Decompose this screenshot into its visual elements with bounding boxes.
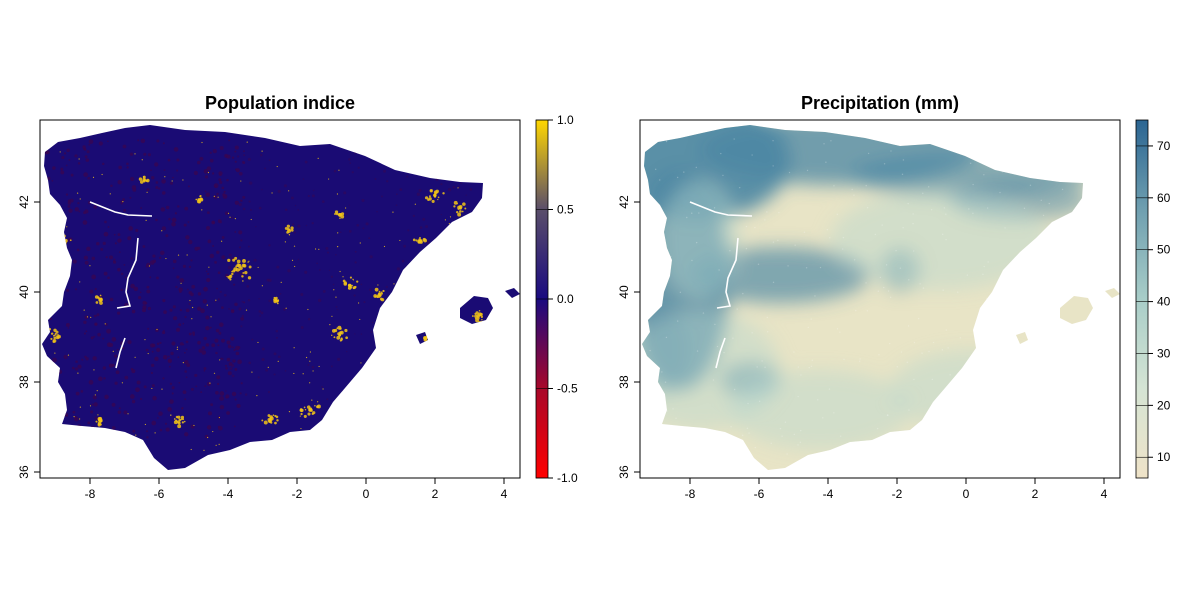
colorbar-tick-label: 1.0 [557,113,574,127]
y-tick-label: 36 [617,465,631,479]
precipitation-panel: -8 -6 -4 -2 0 2 4 36 38 40 42 10 20 30 40 50 60 70 [617,119,1171,501]
x-tick-label: -6 [754,487,765,501]
plot-frame [639,119,1121,479]
colorbar-tick-label: 70 [1157,139,1171,153]
x-tick-label: 2 [1032,487,1039,501]
y-tick-label: 42 [617,195,631,209]
panel-title-precipitation: Precipitation (mm) [800,93,960,113]
x-tick-label: 4 [501,487,508,501]
y-tick-label: 38 [617,375,631,389]
land-raster [42,125,520,470]
river-minho [89,201,153,217]
river-douro-border [116,237,139,309]
river-guadiana [715,337,726,369]
iberia-map [642,125,1120,470]
river-minho [689,201,753,217]
y-tick-label: 36 [17,465,31,479]
x-tick-label: 0 [963,487,970,501]
river-douro-border [716,237,739,309]
river-guadiana [115,337,126,369]
y-tick-label: 40 [17,285,31,299]
colorbar-tick-label: 40 [1157,295,1171,309]
panel-title-population: Population indice [204,93,355,113]
land-raster [642,125,1120,470]
colorbar-tick-label: 10 [1157,450,1171,464]
y-tick-label: 40 [617,285,631,299]
colorbar-tick-label: 20 [1157,398,1171,412]
colorbar-gradient [1135,119,1149,479]
plot-frame [39,119,521,479]
colorbar-tick-label: -1.0 [557,471,578,485]
x-tick-label: -4 [223,487,234,501]
x-tick-label: 4 [1101,487,1108,501]
x-tick-label: -8 [685,487,696,501]
colorbar-tick-label: -0.5 [557,382,578,396]
colorbar: 10 20 30 40 50 60 70 [1135,119,1171,479]
colorbar-tick-label: 0.0 [557,292,574,306]
colorbar-tick-label: 50 [1157,243,1171,257]
colorbar: -1.0 -0.5 0.0 0.5 1.0 [535,113,578,485]
x-tick-label: -8 [85,487,96,501]
x-tick-label: -6 [154,487,165,501]
iberia-map [42,125,520,470]
y-tick-label: 38 [17,375,31,389]
colorbar-tick-label: 0.5 [557,203,574,217]
colorbar-tick-label: 60 [1157,191,1171,205]
x-tick-label: 2 [432,487,439,501]
population-panel: -8 -6 -4 -2 0 2 4 36 38 40 42 -1.0 -0.5 0.0 0.5 1.0 [17,113,578,501]
x-tick-label: 0 [363,487,370,501]
colorbar-tick-label: 30 [1157,346,1171,360]
x-tick-label: -4 [823,487,834,501]
x-tick-label: -2 [892,487,903,501]
x-tick-label: -2 [292,487,303,501]
y-tick-label: 42 [17,195,31,209]
